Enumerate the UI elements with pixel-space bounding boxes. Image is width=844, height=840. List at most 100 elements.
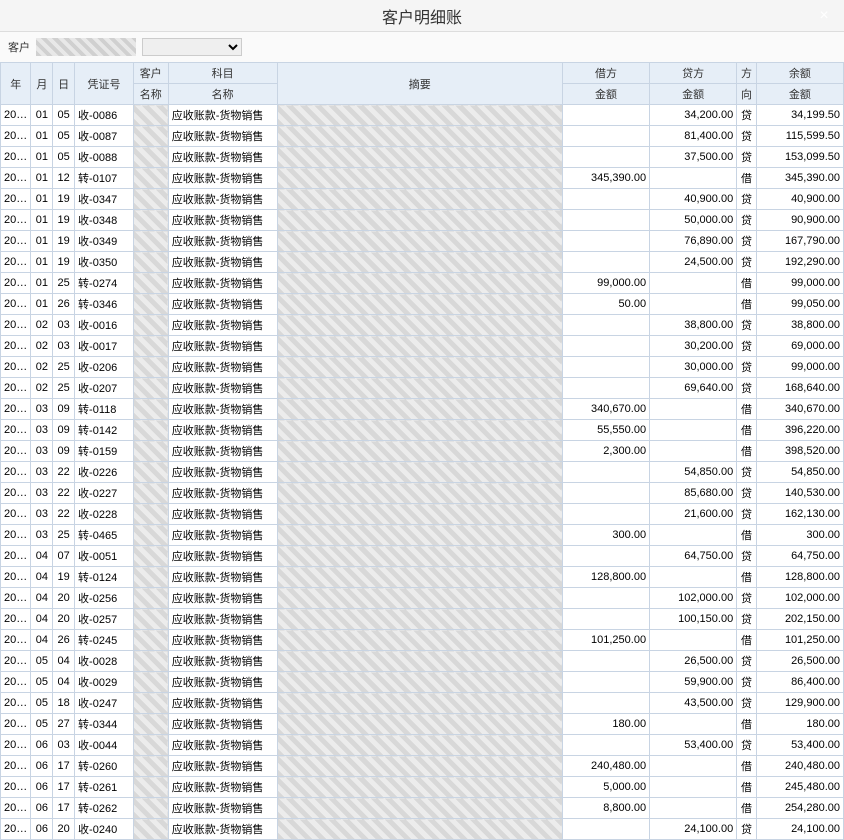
cell-year: 2016 [1,126,31,147]
table-row[interactable]: 20160527转-0344应收账款-货物销售180.00借180.00 [1,714,844,735]
cell-day: 09 [53,441,75,462]
cell-day: 22 [53,462,75,483]
table-row[interactable]: 20160119收-0349应收账款-货物销售76,890.00贷167,790… [1,231,844,252]
cell-balance: 340,670.00 [756,399,843,420]
cell-summary-pixelated [277,609,562,630]
cell-custname-pixelated [133,798,168,819]
table-row[interactable]: 20160309转-0142应收账款-货物销售55,550.00借396,220… [1,420,844,441]
cell-voucher: 转-0142 [75,420,134,441]
cell-custname-pixelated [133,756,168,777]
cell-summary-pixelated [277,420,562,441]
cell-debit [562,105,649,126]
table-row[interactable]: 20160504收-0029应收账款-货物销售59,900.00贷86,400.… [1,672,844,693]
table-row[interactable]: 20160426转-0245应收账款-货物销售101,250.00借101,25… [1,630,844,651]
table-row[interactable]: 20160420收-0257应收账款-货物销售100,150.00贷202,15… [1,609,844,630]
cell-subject: 应收账款-货物销售 [168,483,277,504]
table-row[interactable]: 20160203收-0016应收账款-货物销售38,800.00贷38,800.… [1,315,844,336]
cell-credit: 50,000.00 [650,210,737,231]
table-row[interactable]: 20160309转-0118应收账款-货物销售340,670.00借340,67… [1,399,844,420]
cell-credit: 53,400.00 [650,735,737,756]
col-day: 日 [53,63,75,105]
cell-month: 03 [31,441,53,462]
cell-year: 2016 [1,735,31,756]
table-row[interactable]: 20160125转-0274应收账款-货物销售99,000.00借99,000.… [1,273,844,294]
cell-month: 03 [31,420,53,441]
customer-value-pixelated [36,38,136,56]
cell-credit: 69,640.00 [650,378,737,399]
table-row[interactable]: 20160225收-0206应收账款-货物销售30,000.00贷99,000.… [1,357,844,378]
cell-month: 06 [31,756,53,777]
table-row[interactable]: 20160504收-0028应收账款-货物销售26,500.00贷26,500.… [1,651,844,672]
table-row[interactable]: 20160126转-0346应收账款-货物销售50.00借99,050.00 [1,294,844,315]
cell-month: 02 [31,315,53,336]
cell-custname-pixelated [133,231,168,252]
table-row[interactable]: 20160617转-0260应收账款-货物销售240,480.00借240,48… [1,756,844,777]
cell-subject: 应收账款-货物销售 [168,399,277,420]
cell-summary-pixelated [277,714,562,735]
table-row[interactable]: 20160105收-0088应收账款-货物销售37,500.00贷153,099… [1,147,844,168]
cell-year: 2016 [1,462,31,483]
cell-debit [562,231,649,252]
customer-select[interactable] [142,38,242,56]
table-row[interactable]: 20160322收-0228应收账款-货物销售21,600.00贷162,130… [1,504,844,525]
cell-credit: 30,000.00 [650,357,737,378]
table-row[interactable]: 20160119收-0350应收账款-货物销售24,500.00贷192,290… [1,252,844,273]
cell-credit [650,756,737,777]
table-row[interactable]: 20160419转-0124应收账款-货物销售128,800.00借128,80… [1,567,844,588]
cell-month: 01 [31,126,53,147]
cell-custname-pixelated [133,462,168,483]
cell-voucher: 收-0207 [75,378,134,399]
cell-day: 26 [53,630,75,651]
table-row[interactable]: 20160322收-0226应收账款-货物销售54,850.00贷54,850.… [1,462,844,483]
table-row[interactable]: 20160322收-0227应收账款-货物销售85,680.00贷140,530… [1,483,844,504]
table-row[interactable]: 20160105收-0087应收账款-货物销售81,400.00贷115,599… [1,126,844,147]
table-row[interactable]: 20160119收-0347应收账款-货物销售40,900.00贷40,900.… [1,189,844,210]
cell-debit [562,336,649,357]
cell-direction: 贷 [737,735,757,756]
cell-custname-pixelated [133,399,168,420]
table-row[interactable]: 20160518收-0247应收账款-货物销售43,500.00贷129,900… [1,693,844,714]
table-row[interactable]: 20160203收-0017应收账款-货物销售30,200.00贷69,000.… [1,336,844,357]
close-icon[interactable]: × [812,4,836,28]
cell-summary-pixelated [277,567,562,588]
table-row[interactable]: 20160603收-0044应收账款-货物销售53,400.00贷53,400.… [1,735,844,756]
table-row[interactable]: 20160112转-0107应收账款-货物销售345,390.00借345,39… [1,168,844,189]
table-row[interactable]: 20160309转-0159应收账款-货物销售2,300.00借398,520.… [1,441,844,462]
cell-credit: 100,150.00 [650,609,737,630]
table-row[interactable]: 20160620收-0240应收账款-货物销售24,100.00贷24,100.… [1,819,844,840]
cell-year: 2016 [1,378,31,399]
cell-balance: 168,640.00 [756,378,843,399]
cell-direction: 贷 [737,189,757,210]
cell-balance: 128,800.00 [756,567,843,588]
cell-voucher: 转-0344 [75,714,134,735]
cell-day: 22 [53,483,75,504]
table-row[interactable]: 20160225收-0207应收账款-货物销售69,640.00贷168,640… [1,378,844,399]
cell-summary-pixelated [277,819,562,840]
cell-custname-pixelated [133,567,168,588]
cell-subject: 应收账款-货物销售 [168,336,277,357]
table-row[interactable]: 20160617转-0262应收账款-货物销售8,800.00借254,280.… [1,798,844,819]
cell-subject: 应收账款-货物销售 [168,189,277,210]
cell-custname-pixelated [133,588,168,609]
cell-summary-pixelated [277,504,562,525]
cell-custname-pixelated [133,483,168,504]
cell-month: 05 [31,714,53,735]
table-row[interactable]: 20160407收-0051应收账款-货物销售64,750.00贷64,750.… [1,546,844,567]
cell-year: 2016 [1,693,31,714]
cell-summary-pixelated [277,231,562,252]
cell-subject: 应收账款-货物销售 [168,546,277,567]
table-row[interactable]: 20160420收-0256应收账款-货物销售102,000.00贷102,00… [1,588,844,609]
cell-debit: 101,250.00 [562,630,649,651]
cell-direction: 借 [737,714,757,735]
cell-credit: 102,000.00 [650,588,737,609]
cell-credit [650,294,737,315]
table-row[interactable]: 20160325转-0465应收账款-货物销售300.00借300.00 [1,525,844,546]
cell-debit [562,126,649,147]
cell-summary-pixelated [277,357,562,378]
cell-summary-pixelated [277,168,562,189]
table-row[interactable]: 20160119收-0348应收账款-货物销售50,000.00贷90,900.… [1,210,844,231]
cell-subject: 应收账款-货物销售 [168,798,277,819]
table-row[interactable]: 20160617转-0261应收账款-货物销售5,000.00借245,480.… [1,777,844,798]
col-custname-top: 客户 [133,63,168,84]
table-row[interactable]: 20160105收-0086应收账款-货物销售34,200.00贷34,199.… [1,105,844,126]
